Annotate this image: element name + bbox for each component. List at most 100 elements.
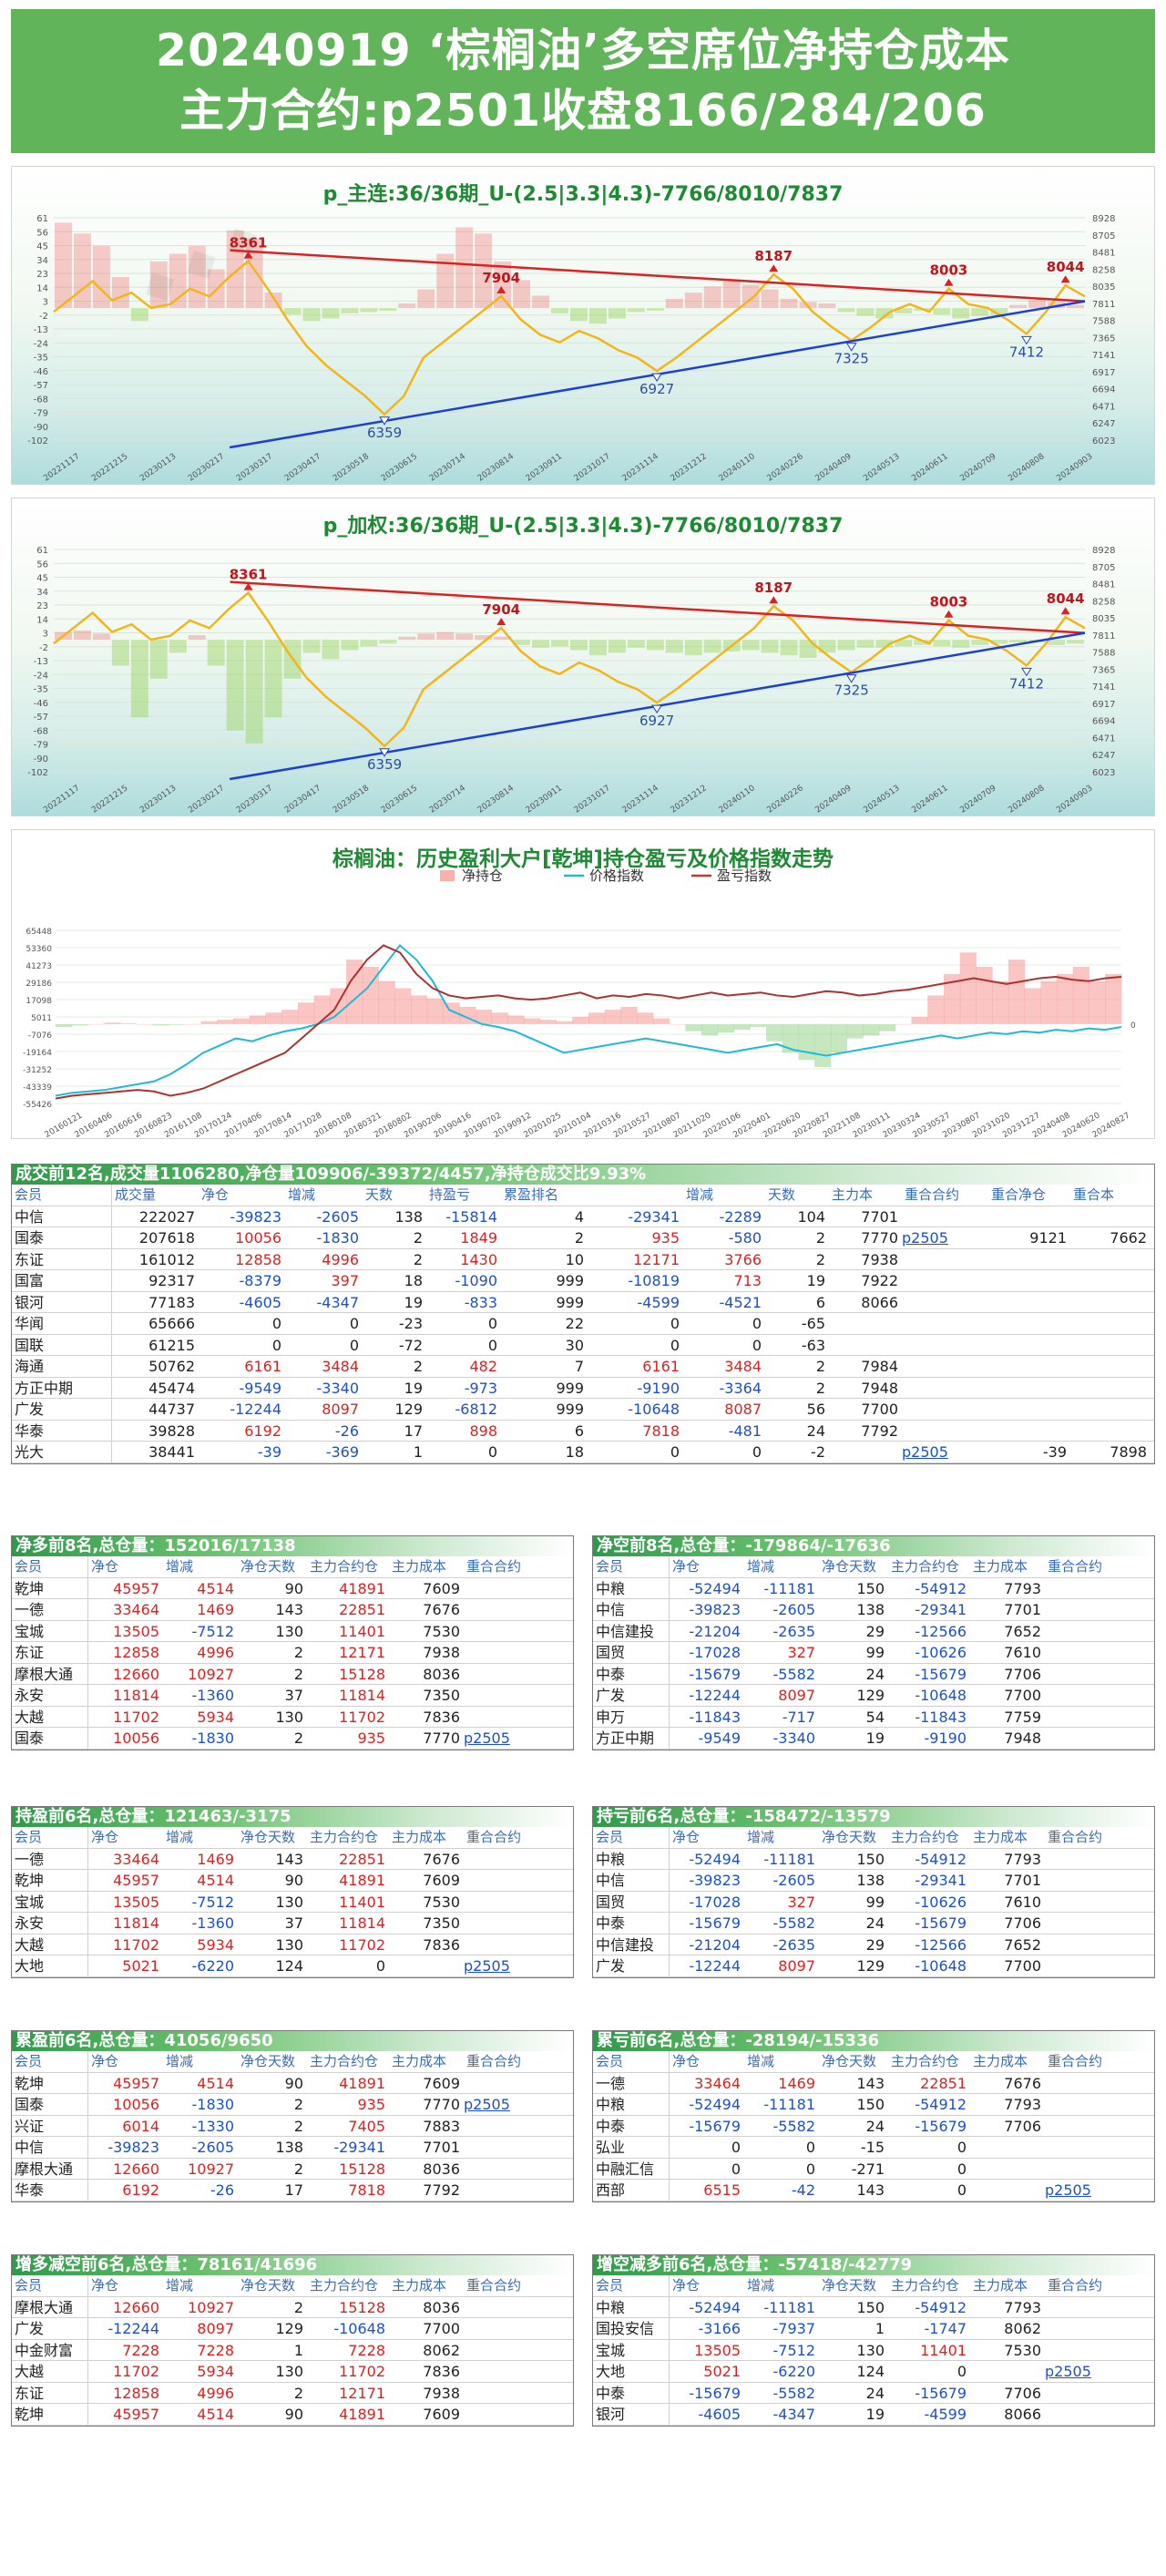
table-cell <box>1045 1728 1163 1749</box>
position-bar <box>92 245 110 309</box>
position-bar <box>914 640 932 645</box>
table-cell: 7530 <box>1004 2341 1041 2359</box>
table-cell: -4605 <box>698 2406 742 2423</box>
table-cell <box>829 1313 902 1334</box>
price-line <box>53 259 1086 416</box>
table-cell: 7652 <box>1004 1622 1041 1640</box>
table-cell: 90 <box>284 1872 303 1889</box>
table-cell: 7793 <box>1004 2298 1041 2316</box>
table-cell: 130 <box>275 2363 303 2380</box>
table-cell <box>1045 2340 1163 2361</box>
table-cell: 15128 <box>339 2160 385 2178</box>
table-cell: -10648 <box>915 1687 967 1704</box>
table-cell: 2 <box>293 2117 303 2135</box>
table-cell: 大地 <box>593 2361 670 2382</box>
table-cell: 0 <box>349 1315 359 1332</box>
table-cell <box>902 1335 988 1356</box>
position-area-bar <box>426 998 444 1024</box>
x-tick-label: 20240611 <box>910 784 949 815</box>
position-area-bar <box>588 1012 606 1024</box>
table-cell: -72 <box>398 1336 423 1354</box>
table-cell: 10927 <box>188 2298 234 2316</box>
table-cell: 4514 <box>197 2406 234 2423</box>
table-row: 广发 44737 -12244 8097 129 -6812 999 -10648 8087 56… <box>12 1399 1154 1421</box>
position-bar <box>990 308 1008 315</box>
column-header: 主力成本 <box>973 2053 1028 2069</box>
table-cell: 999 <box>556 1401 584 1418</box>
table-cell: -15679 <box>915 1914 967 1932</box>
table-cell <box>970 2361 1045 2382</box>
table-cell: 7405 <box>348 2117 385 2135</box>
table-cell: 24 <box>806 1421 825 1440</box>
table-row: 宝城 13505 -7512 130 11401 7530 <box>12 1620 573 1642</box>
table-row: 大越 11702 5934 130 11702 7836 <box>12 1706 573 1728</box>
x-tick-label: 20231017 <box>573 452 612 483</box>
column-header: 重合合约 <box>466 2277 522 2294</box>
table-cell: 6515 <box>703 2181 741 2199</box>
table-cell: 129 <box>275 2320 303 2337</box>
table-cell: 38441 <box>148 1443 195 1461</box>
table-cell <box>1070 1206 1151 1227</box>
table-row: 国富 92317 -8379 397 18 -1090 999 -10819 713 19 7922 <box>12 1270 1154 1292</box>
table-cell <box>1045 2318 1163 2339</box>
table-cell: 90 <box>284 2074 303 2092</box>
table-cell: 0 <box>670 1336 680 1354</box>
table-profit6: 持盈前6名,总仓量：121463/-3175 会员 净仓 增减 净仓天数 主力合约仓 主力成… <box>11 1806 574 1978</box>
low-label: 7325 <box>834 682 869 699</box>
position-bar <box>703 286 721 309</box>
table-cell: 8097 <box>197 2320 234 2337</box>
table-row: 国泰 10056 -1830 2 935 7770 p2505 <box>12 1728 573 1750</box>
table-cell: 12171 <box>339 2384 385 2402</box>
table-row: 中粮 -52494 -11181 150 -54912 7793 <box>593 1577 1154 1599</box>
table-cell: 24 <box>865 2117 885 2135</box>
table-cell: 22 <box>565 1315 584 1332</box>
table-cell: 2 <box>293 2096 303 2113</box>
table-cell: -54912 <box>915 2298 967 2316</box>
table-cell: 1469 <box>197 1601 234 1618</box>
price-index-line <box>55 943 1122 1097</box>
position-area-bar <box>556 1021 573 1024</box>
low-marker <box>1021 667 1032 677</box>
table-cell <box>902 1206 988 1227</box>
table-cell: 国泰 <box>12 2094 88 2115</box>
table-title: 累亏前6名,总仓量：-28194/-15336 <box>593 2031 1154 2051</box>
table-cell: 2 <box>413 1358 423 1375</box>
y-right-tick-label: 7365 <box>1092 665 1115 675</box>
table-cell: 999 <box>556 1293 584 1311</box>
table-cell: 西部 <box>593 2180 670 2201</box>
table-cell: 15128 <box>339 2298 385 2316</box>
table-row: 乾坤 45957 4514 90 41891 7609 <box>12 2072 573 2094</box>
table-cell: -11843 <box>915 1708 967 1726</box>
position-bar <box>169 640 187 653</box>
table-cell: -52494 <box>689 2096 741 2113</box>
position-bar <box>1067 640 1084 644</box>
position-bar <box>73 630 91 641</box>
table-cell: 7836 <box>423 2363 460 2380</box>
column-header: 会员 <box>12 1185 112 1206</box>
x-tick-label: 20240513 <box>862 452 901 483</box>
table-cell: -369 <box>325 1443 359 1461</box>
table-cell: 6 <box>574 1421 584 1440</box>
table-cell: 2 <box>815 1358 825 1375</box>
x-tick-label: 20231212 <box>670 784 709 815</box>
table-cell: -54912 <box>915 1850 967 1868</box>
table-row: 国泰 207618 10056 -1830 2 1849 2 935 -580 2 7770 p250… <box>12 1227 1154 1249</box>
table-cell: 15128 <box>339 1665 385 1683</box>
x-tick-label: 20230417 <box>283 784 322 815</box>
table-row: 宝城 13505 -7512 130 11401 7530 <box>12 1891 573 1913</box>
table-cell: 中信建投 <box>593 1620 670 1641</box>
table-cell: 999 <box>556 1272 584 1289</box>
table-cell <box>988 1292 1070 1313</box>
position-bar <box>933 640 951 647</box>
table-cell: 2 <box>815 1229 825 1247</box>
table-cell: 宝城 <box>593 2339 670 2360</box>
table-cell: -11181 <box>763 1850 815 1868</box>
table-cell <box>464 1870 582 1891</box>
table-cell: 永安 <box>12 1685 88 1706</box>
table-row: 摩根大通 12660 10927 2 15128 8036 <box>12 2158 573 2180</box>
table-cell: 0 <box>349 1336 359 1354</box>
column-header: 增减 <box>747 2277 775 2294</box>
position-bar <box>895 308 913 313</box>
table-cell: 广发 <box>12 1399 112 1420</box>
position-bar <box>188 245 206 309</box>
